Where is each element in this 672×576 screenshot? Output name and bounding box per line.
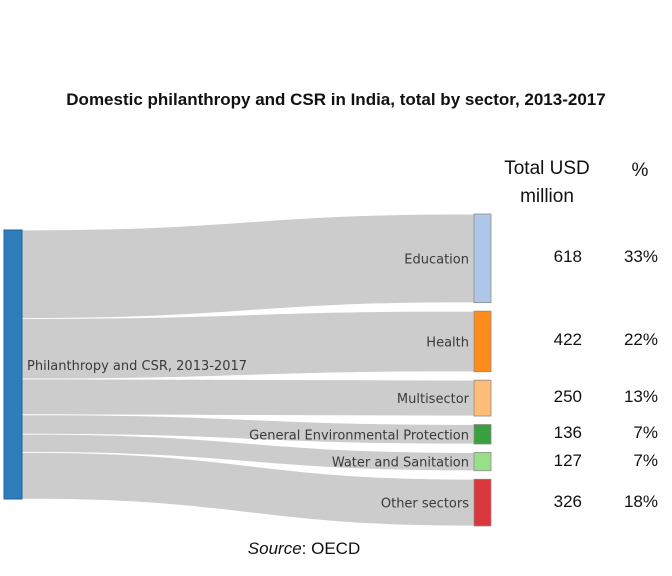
target-node bbox=[473, 452, 492, 472]
value-percent: 7% bbox=[633, 423, 658, 443]
source-label: Source bbox=[247, 539, 302, 558]
source-note: Source: OECD bbox=[0, 539, 608, 559]
source-value: : OECD bbox=[301, 539, 361, 558]
target-node-label: Water and Sanitation bbox=[332, 456, 469, 471]
value-total: 326 bbox=[553, 491, 582, 511]
target-node-label: Health bbox=[426, 335, 469, 350]
column-header-total: Total USD million bbox=[504, 158, 590, 207]
value-total: 250 bbox=[553, 387, 582, 407]
target-node-label: Other sectors bbox=[381, 497, 469, 512]
value-total: 618 bbox=[553, 247, 582, 267]
chart-title: Domestic philanthropy and CSR in India, … bbox=[66, 90, 606, 109]
target-node bbox=[473, 424, 492, 445]
target-node-label: Multisector bbox=[397, 392, 470, 407]
target-node bbox=[473, 379, 492, 417]
value-percent: 13% bbox=[623, 387, 658, 407]
target-node bbox=[473, 310, 492, 373]
value-total: 136 bbox=[553, 423, 582, 443]
source-node bbox=[3, 229, 23, 500]
value-percent: 7% bbox=[633, 450, 658, 470]
target-node-label: General Environmental Protection bbox=[249, 428, 469, 443]
value-total: 422 bbox=[553, 330, 582, 350]
source-node-label: Philanthropy and CSR, 2013-2017 bbox=[27, 359, 247, 374]
value-percent: 22% bbox=[623, 330, 658, 350]
target-node bbox=[473, 478, 492, 527]
column-header-percent: % bbox=[631, 160, 649, 181]
value-total: 127 bbox=[553, 450, 582, 470]
target-node-label: Education bbox=[404, 252, 469, 267]
target-node bbox=[473, 213, 492, 304]
value-percent: 18% bbox=[623, 491, 658, 511]
value-percent: 33% bbox=[623, 247, 658, 267]
